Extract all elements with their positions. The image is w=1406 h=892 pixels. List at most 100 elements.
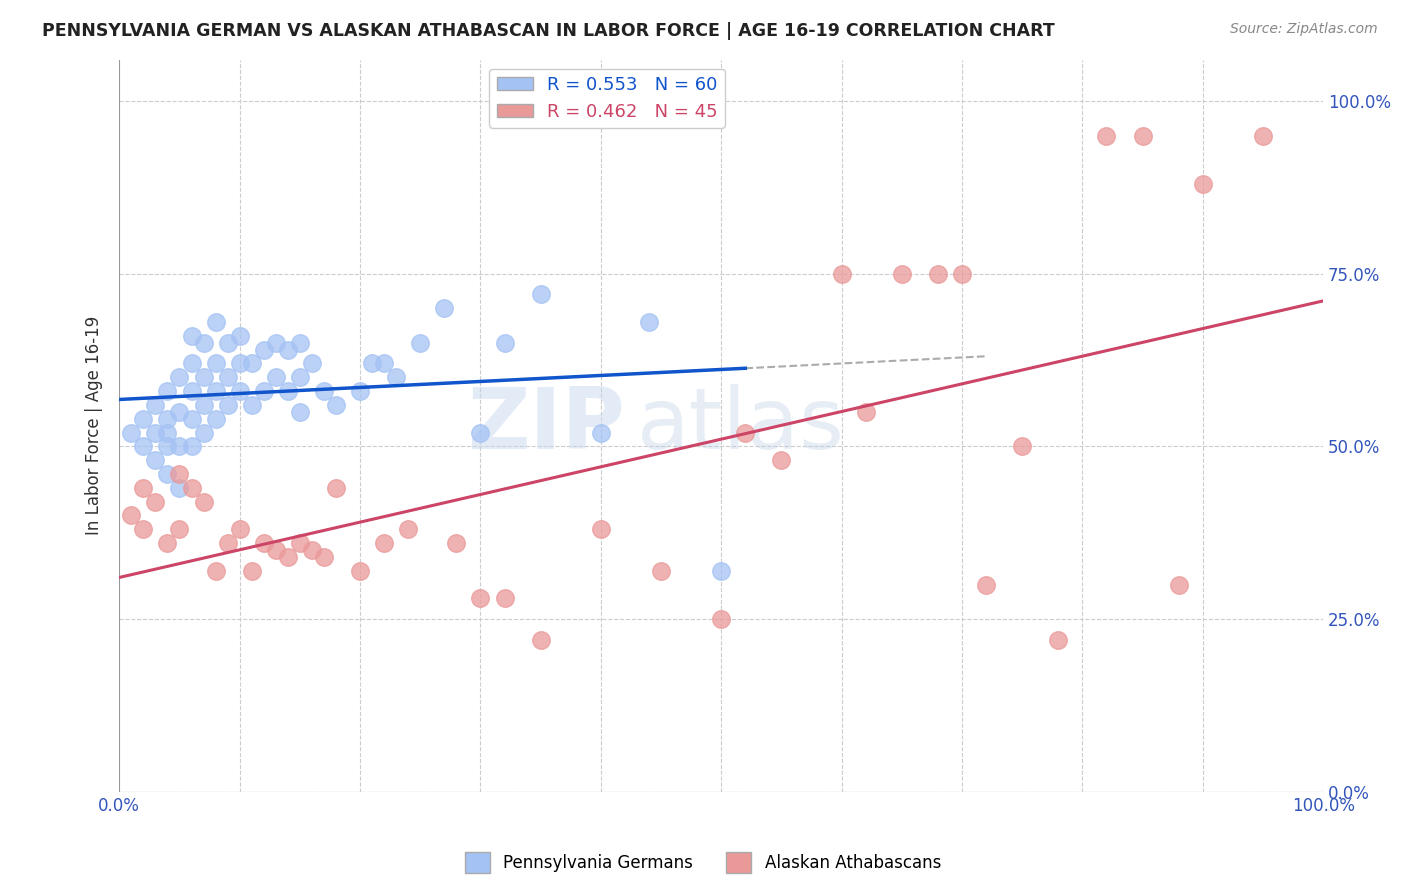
Point: [312, 384, 335, 398]
Point: [169, 439, 191, 453]
Point: [470, 425, 492, 440]
Point: [277, 343, 299, 357]
Point: [228, 522, 250, 536]
Point: [855, 405, 877, 419]
Point: [312, 549, 335, 564]
Point: [180, 384, 202, 398]
Point: [156, 411, 179, 425]
Point: [132, 481, 155, 495]
Point: [264, 335, 287, 350]
Point: [145, 453, 167, 467]
Legend: Pennsylvania Germans, Alaskan Athabascans: Pennsylvania Germans, Alaskan Athabascan…: [458, 846, 948, 880]
Point: [470, 591, 492, 606]
Point: [180, 411, 202, 425]
Point: [217, 370, 239, 384]
Point: [204, 315, 226, 329]
Point: [156, 439, 179, 453]
Point: [710, 612, 733, 626]
Point: [156, 536, 179, 550]
Point: [240, 398, 263, 412]
Point: [301, 543, 323, 558]
Point: [349, 384, 371, 398]
Point: [385, 370, 408, 384]
Point: [494, 591, 516, 606]
Point: [1095, 128, 1118, 143]
Point: [325, 398, 347, 412]
Point: [193, 335, 215, 350]
Point: [132, 411, 155, 425]
Point: [156, 467, 179, 481]
Point: [770, 453, 793, 467]
Point: [974, 577, 997, 591]
Point: [145, 425, 167, 440]
Point: [228, 384, 250, 398]
Point: [169, 522, 191, 536]
Point: [734, 425, 756, 440]
Point: [240, 357, 263, 371]
Point: [180, 481, 202, 495]
Point: [325, 481, 347, 495]
Y-axis label: In Labor Force | Age 16-19: In Labor Force | Age 16-19: [86, 316, 103, 535]
Point: [132, 522, 155, 536]
Point: [180, 439, 202, 453]
Point: [650, 564, 672, 578]
Point: [180, 329, 202, 343]
Point: [277, 549, 299, 564]
Point: [228, 357, 250, 371]
Point: [193, 494, 215, 508]
Point: [169, 481, 191, 495]
Point: [193, 398, 215, 412]
Point: [288, 536, 311, 550]
Point: [145, 398, 167, 412]
Point: [396, 522, 419, 536]
Point: [288, 335, 311, 350]
Point: [288, 405, 311, 419]
Point: [193, 370, 215, 384]
Point: [494, 335, 516, 350]
Point: [120, 425, 142, 440]
Point: [204, 564, 226, 578]
Point: [831, 267, 853, 281]
Point: [253, 536, 276, 550]
Point: [530, 632, 553, 647]
Text: atlas: atlas: [637, 384, 845, 467]
Point: [264, 543, 287, 558]
Point: [433, 301, 456, 316]
Point: [349, 564, 371, 578]
Point: [589, 425, 612, 440]
Point: [193, 425, 215, 440]
Point: [373, 357, 395, 371]
Point: [1011, 439, 1033, 453]
Point: [446, 536, 468, 550]
Point: [217, 335, 239, 350]
Point: [890, 267, 912, 281]
Point: [204, 357, 226, 371]
Point: [950, 267, 973, 281]
Point: [217, 398, 239, 412]
Point: [169, 370, 191, 384]
Point: [253, 343, 276, 357]
Point: [638, 315, 661, 329]
Point: [264, 370, 287, 384]
Point: [1132, 128, 1154, 143]
Point: [710, 564, 733, 578]
Point: [373, 536, 395, 550]
Point: [169, 405, 191, 419]
Point: [132, 439, 155, 453]
Point: [288, 370, 311, 384]
Point: [228, 329, 250, 343]
Point: [530, 287, 553, 301]
Point: [120, 508, 142, 523]
Point: [1047, 632, 1070, 647]
Point: [169, 467, 191, 481]
Point: [1167, 577, 1189, 591]
Point: [180, 357, 202, 371]
Point: [240, 564, 263, 578]
Point: [253, 384, 276, 398]
Point: [927, 267, 949, 281]
Text: PENNSYLVANIA GERMAN VS ALASKAN ATHABASCAN IN LABOR FORCE | AGE 16-19 CORRELATION: PENNSYLVANIA GERMAN VS ALASKAN ATHABASCA…: [42, 22, 1054, 40]
Point: [204, 411, 226, 425]
Point: [156, 425, 179, 440]
Point: [145, 494, 167, 508]
Point: [409, 335, 432, 350]
